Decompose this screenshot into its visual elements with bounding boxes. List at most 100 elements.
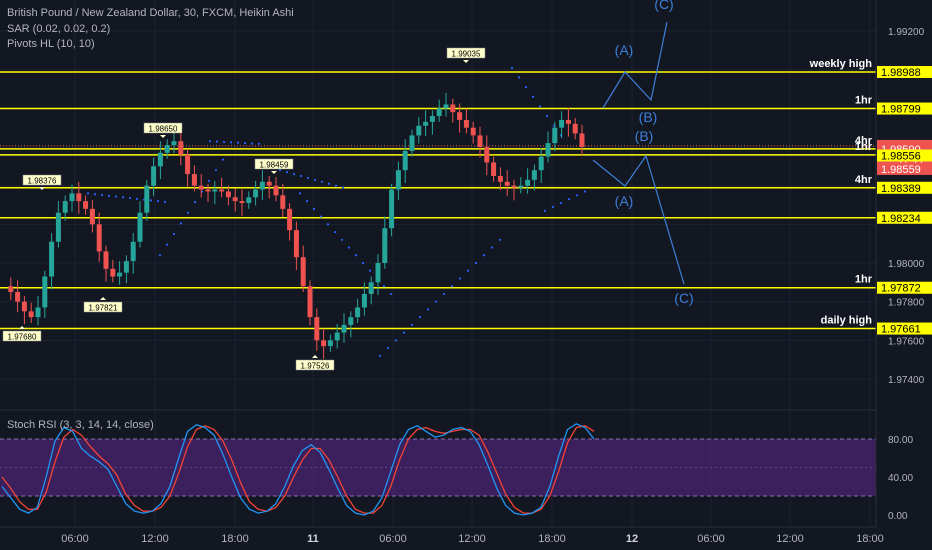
- pivot-marker: [463, 60, 469, 63]
- candle-body: [497, 176, 503, 182]
- candles: [8, 92, 585, 359]
- price-tick: 1.97400: [888, 375, 925, 386]
- candle-body: [361, 293, 367, 308]
- chart-title: British Pound / New Zealand Dollar, 30, …: [7, 7, 294, 19]
- sar-dot: [278, 169, 282, 172]
- candle-body: [300, 257, 306, 287]
- candle-body: [368, 282, 374, 294]
- candle-body: [552, 127, 558, 144]
- candle-body: [436, 108, 442, 117]
- candle-body: [21, 301, 27, 312]
- candle-body: [137, 212, 143, 242]
- sar-dot: [312, 207, 316, 210]
- time-tick: 18:00: [538, 533, 566, 545]
- candle-body: [382, 228, 388, 263]
- sar-dot: [86, 192, 90, 195]
- pivot-marker: [271, 171, 277, 174]
- sar-dot: [107, 194, 111, 197]
- stoch-k-line: [1, 423, 595, 516]
- candle-body: [103, 251, 109, 269]
- stoch-rsi-legend: Stoch RSI (3, 3, 14, 14, close): [7, 419, 154, 431]
- candle-body: [205, 189, 211, 192]
- level-price-text: 1.98799: [881, 104, 921, 116]
- pivot-label-box: [22, 174, 62, 186]
- candle-body: [266, 181, 272, 186]
- sar-dot: [100, 193, 104, 197]
- candle-body: [538, 156, 544, 171]
- sar-dot: [163, 200, 167, 204]
- sar-dot: [326, 223, 330, 226]
- candle-body: [565, 119, 571, 124]
- level-label: daily high: [821, 315, 873, 327]
- sar-dot: [299, 174, 303, 178]
- level-price-tag: [877, 149, 932, 162]
- sar-dot: [165, 243, 169, 246]
- time-tick: 06:00: [61, 533, 89, 545]
- pivot-label-box: [446, 47, 486, 59]
- candle-body: [389, 189, 395, 229]
- sar-dot: [490, 246, 494, 249]
- sar-dot: [545, 114, 549, 118]
- candle-body: [511, 185, 517, 188]
- sar-dot: [378, 354, 382, 357]
- sar-dot: [575, 194, 579, 197]
- stoch-d-line: [1, 424, 595, 514]
- sar-dot: [538, 105, 542, 108]
- sar-dot: [567, 198, 571, 201]
- sar-dot: [474, 261, 478, 265]
- wave-label: (B): [635, 128, 654, 144]
- sar-dot: [158, 254, 162, 257]
- candle-body: [457, 112, 463, 120]
- level-price-tag: [877, 281, 932, 294]
- time-tick: 06:00: [697, 533, 725, 545]
- sar-dot: [450, 285, 454, 288]
- candle-body: [327, 340, 333, 347]
- sar-dot: [510, 66, 514, 69]
- wave-up-path: [602, 21, 668, 109]
- candle-body: [463, 119, 469, 128]
- sar-dot: [498, 238, 502, 241]
- candle-body: [76, 193, 82, 202]
- pivot-marker: [19, 326, 25, 329]
- price-tag: [877, 162, 932, 175]
- sar-dot: [517, 76, 521, 79]
- level-price-tag: [877, 65, 932, 78]
- candle-body: [477, 135, 483, 147]
- candle-body: [185, 154, 191, 175]
- pivot-label-text: 1.99035: [452, 50, 481, 59]
- candle-body: [531, 170, 537, 180]
- sar-dot: [172, 232, 176, 236]
- sar-dot: [156, 200, 160, 203]
- candle-body: [62, 201, 68, 213]
- level-price-tag: [877, 322, 932, 335]
- sar-dot: [340, 238, 344, 241]
- candle-body: [321, 340, 327, 347]
- sar-dot: [466, 269, 470, 272]
- price-tick: 1.98000: [888, 259, 925, 270]
- candle-body: [89, 208, 95, 225]
- candle-body: [314, 317, 320, 341]
- candle-body: [429, 116, 435, 122]
- candle-body: [151, 166, 157, 186]
- level-label: weekly high: [809, 58, 873, 70]
- candle-body: [491, 162, 497, 176]
- pivot-label-text: 1.98650: [149, 125, 178, 134]
- pivot-labels: 1.97680 1.98376 1.97821 1.98650 1.98459 1.975…: [2, 47, 486, 371]
- wave-label: (C): [654, 0, 673, 12]
- candle-body: [130, 241, 136, 262]
- sar-dot: [482, 254, 486, 257]
- sar-dot: [306, 176, 310, 180]
- pivot-marker: [160, 135, 166, 138]
- sar-dot: [229, 141, 233, 144]
- candle-body: [117, 272, 123, 277]
- sar-dot: [334, 184, 338, 187]
- sar-dot: [222, 140, 226, 144]
- sar-dot: [114, 195, 118, 198]
- candle-body: [259, 181, 265, 190]
- sar-dot: [354, 254, 358, 257]
- sar-dot: [243, 142, 247, 145]
- pivot-label-text: 1.97680: [8, 333, 37, 342]
- candle-body: [504, 181, 510, 186]
- sar-dot: [93, 193, 97, 196]
